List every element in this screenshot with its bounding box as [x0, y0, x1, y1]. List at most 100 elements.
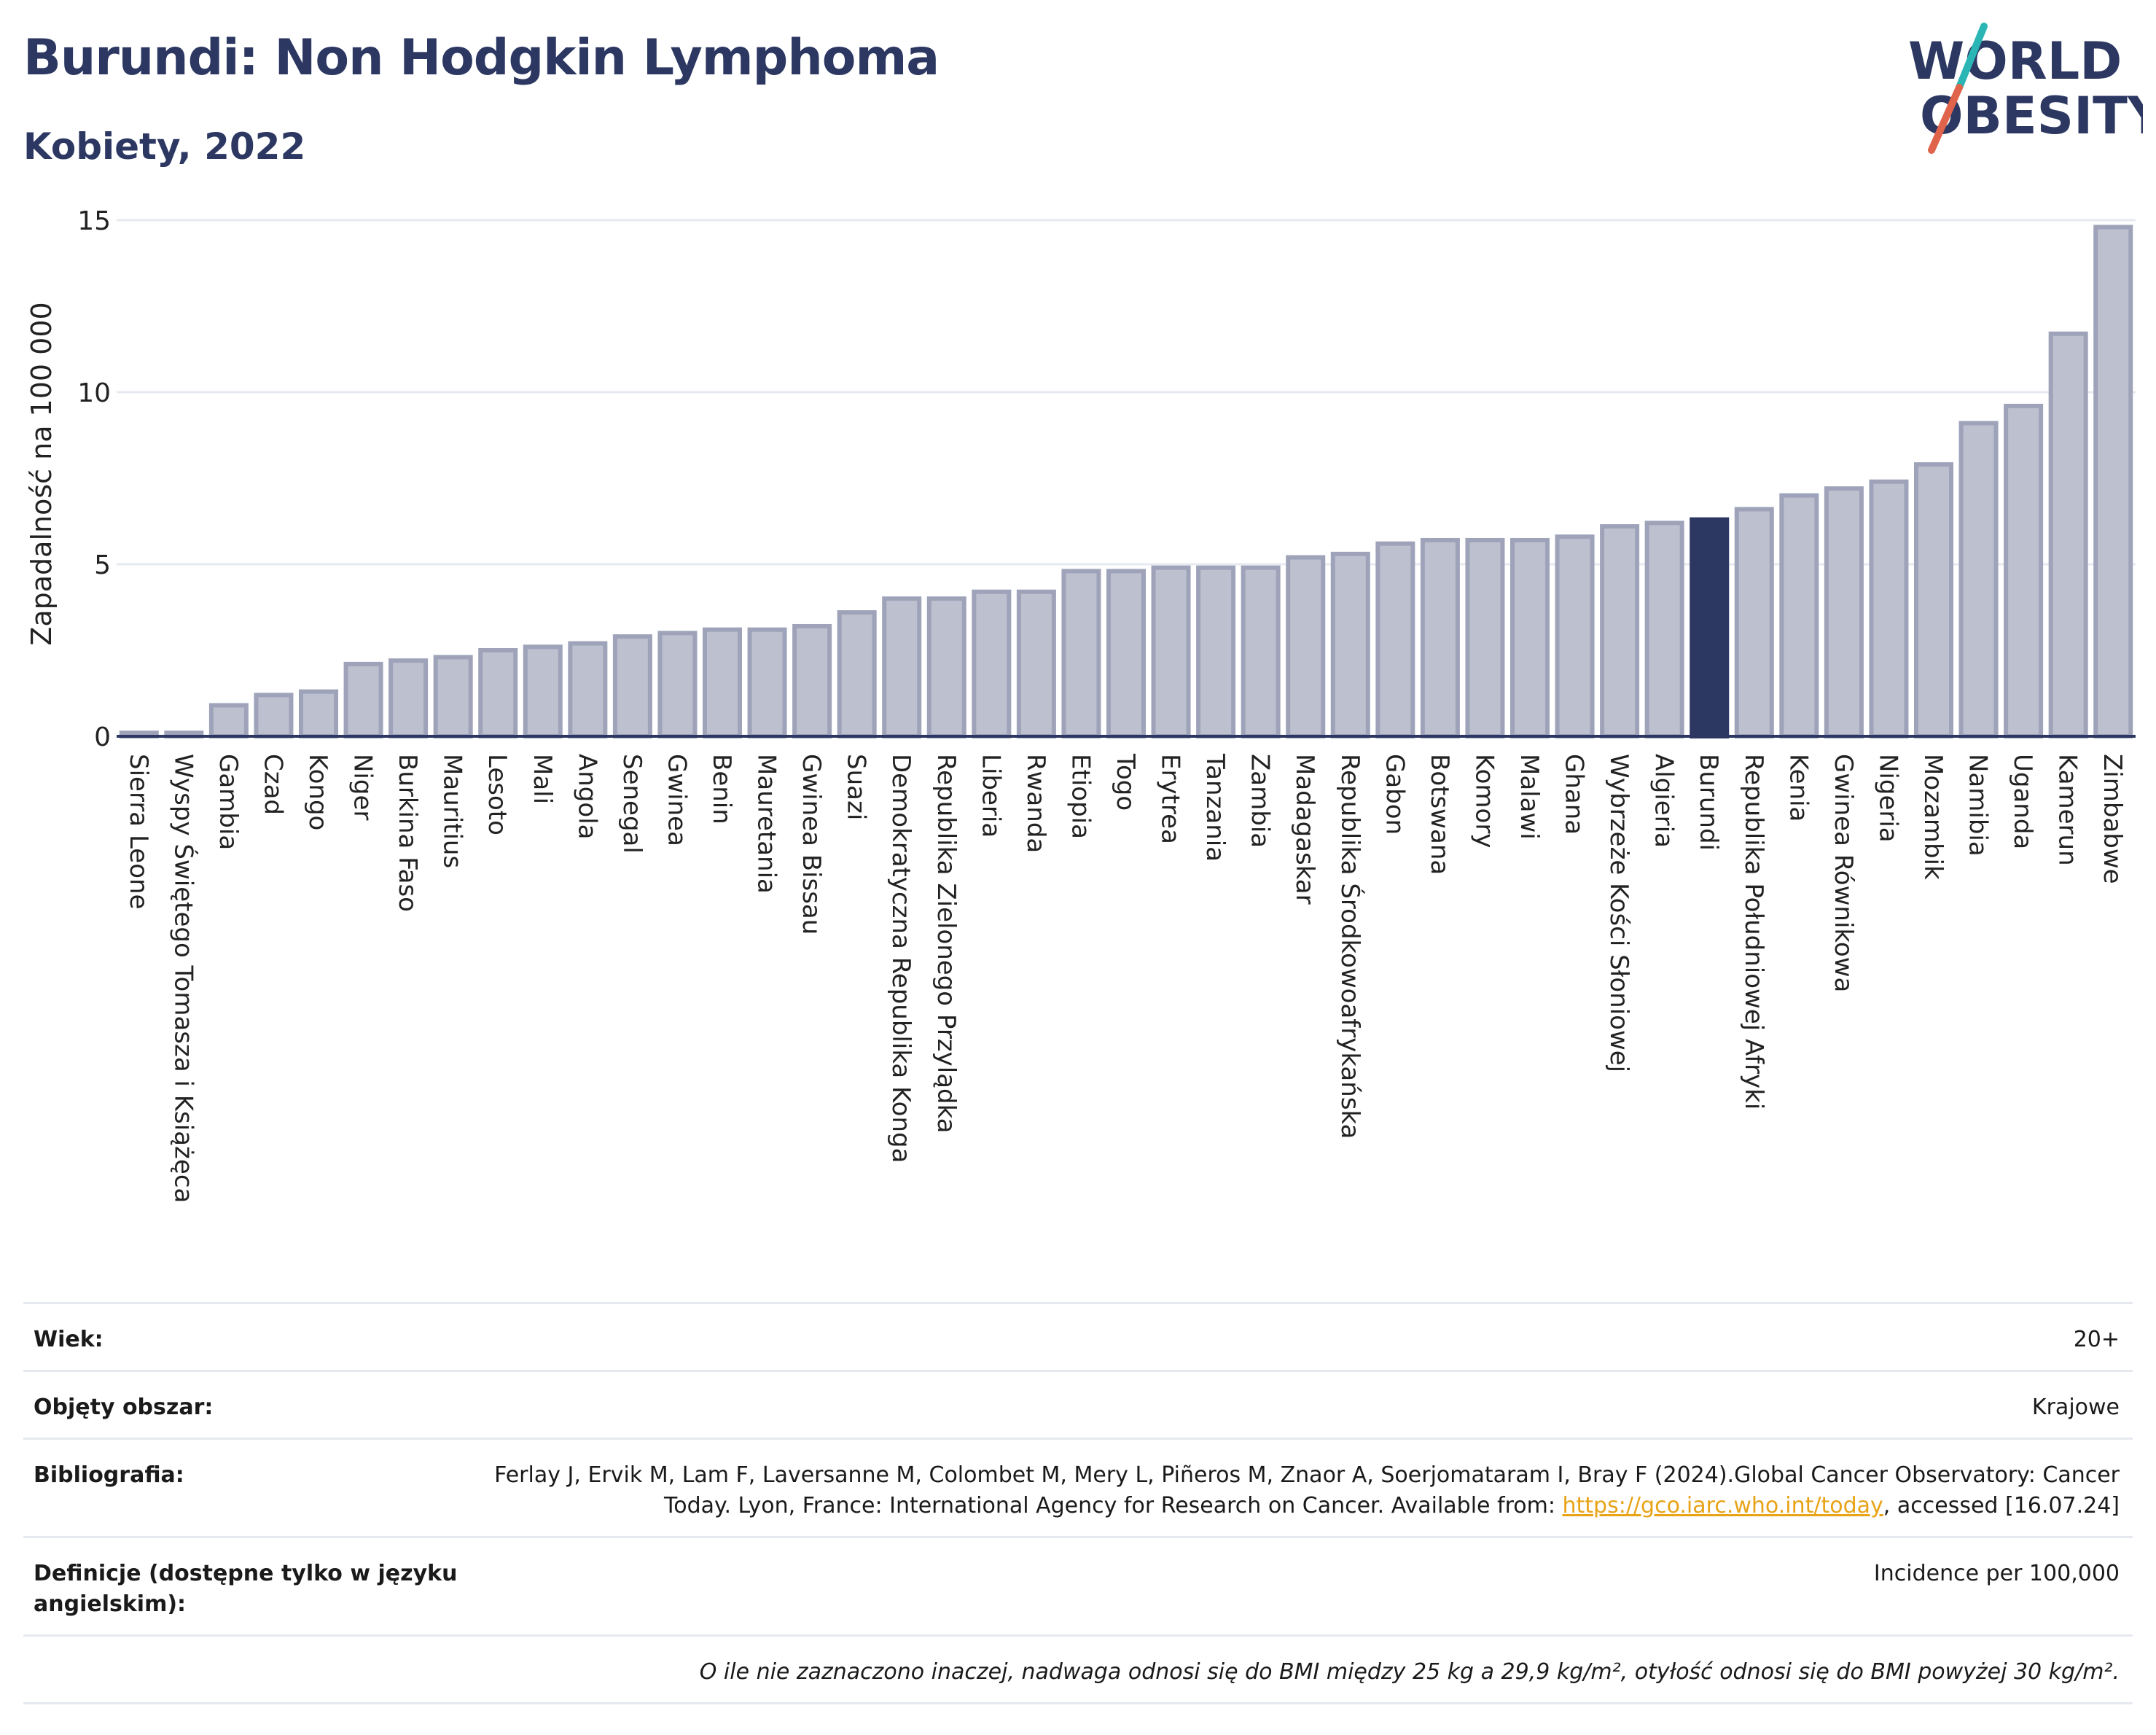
x-tick-label: Kongo	[303, 754, 332, 830]
bar-rwanda	[1016, 589, 1056, 739]
x-tick-label: Algieria	[1649, 754, 1679, 848]
bar-czad	[254, 693, 294, 738]
bar-gabon	[1375, 541, 1415, 738]
x-tick-label: Tanzania	[1200, 753, 1230, 862]
x-tick-label: Gambia	[214, 754, 243, 850]
info-row-age: Wiek: 20+	[23, 1302, 2133, 1371]
info-key-age: Wiek:	[23, 1302, 484, 1371]
info-note: O ile nie zaznaczono inaczej, nadwaga od…	[23, 1634, 2133, 1704]
x-tick-label: Erytrea	[1156, 754, 1185, 844]
x-tick-label: Demokratyczna Republika Konga	[886, 754, 915, 1163]
bar-republika-po-udniowej-afryki	[1734, 507, 1774, 738]
x-tick-label: Rwanda	[1021, 754, 1050, 853]
y-tick-label: 5	[94, 550, 111, 580]
info-key-definitions: Definicje (dostępne tylko w języku angie…	[23, 1536, 484, 1636]
bar-republika-zielonego-przyl-dka	[926, 596, 966, 739]
bar-gwinea	[657, 631, 698, 739]
info-row-area: Objęty obszar: Krajowe	[23, 1370, 2133, 1439]
x-tick-label: Angola	[572, 754, 601, 839]
bibliography-link[interactable]: https://gco.iarc.who.int/today	[1562, 1493, 1883, 1518]
x-tick-label: Madagaskar	[1290, 754, 1319, 905]
x-tick-label: Uganda	[2008, 754, 2037, 849]
bar-kamerun	[2048, 331, 2088, 738]
bar-niger	[343, 661, 383, 739]
x-tick-label: Sierra Leone	[124, 754, 153, 909]
x-tick-label: Wyspy Świętego Tomasza i Książęca	[168, 754, 198, 1203]
bar-mauritius	[433, 655, 473, 738]
bar-kenia	[1779, 493, 1819, 738]
x-tick-label: Togo	[1111, 753, 1140, 811]
x-tick-label: Gabon	[1380, 754, 1409, 835]
bar-benin	[702, 627, 743, 738]
x-tick-label: Kamerun	[2053, 754, 2082, 866]
bibliography-text: Ferlay J, Ervik M, Lam F, Laversanne M, …	[494, 1462, 2120, 1518]
bar-burkina-faso	[388, 658, 429, 738]
bar-algieria	[1644, 520, 1684, 738]
y-tick-label: 0	[94, 722, 111, 752]
info-value-area: Krajowe	[484, 1370, 2133, 1439]
bar-gwinea-r-wnikowa	[1824, 486, 1864, 738]
x-tick-label: Gwinea	[662, 754, 691, 846]
bar-etiopia	[1061, 569, 1101, 738]
x-tick-label: Republika Zielonego Przylądka	[931, 754, 961, 1134]
x-tick-label: Senegal	[617, 754, 647, 854]
bar-mali	[523, 644, 563, 739]
x-axis-labels: Sierra Leone Wyspy Świętego Tomasza i Ksi…	[124, 753, 2127, 1203]
x-tick-label: Suazi	[842, 754, 871, 820]
bar-kongo	[298, 689, 339, 739]
bibliography-accessed: , accessed [16.07.24]	[1883, 1493, 2120, 1518]
info-key-area: Objęty obszar:	[23, 1370, 484, 1439]
info-row-bibliography: Bibliografia: Ferlay J, Ervik M, Lam F, …	[23, 1438, 2133, 1537]
x-tick-label: Ghana	[1560, 754, 1589, 835]
bar-tanzania	[1196, 565, 1236, 738]
x-tick-label: Botswana	[1425, 754, 1454, 875]
x-tick-label: Namibia	[1964, 754, 1993, 857]
info-value-definitions: Incidence per 100,000	[484, 1536, 2133, 1636]
bar-wybrze-e-ko-ci-s-oniowej	[1600, 524, 1640, 739]
bar-botswana	[1420, 537, 1460, 739]
bar-zambia	[1241, 565, 1281, 738]
x-tick-label: Mauritius	[438, 754, 467, 868]
x-tick-label: Lesoto	[483, 754, 512, 835]
info-row-definitions: Definicje (dostępne tylko w języku angie…	[23, 1536, 2133, 1636]
bar-chart: 0 5 10 15 Sierra Leone Wyspy Świętego Tomasz…	[26, 206, 2136, 1203]
logo-slash-red	[1928, 84, 1963, 154]
bar-republika-rodkowoafryka-ska	[1330, 551, 1370, 739]
x-tick-label: Malawi	[1515, 754, 1544, 840]
bar-senegal	[612, 634, 652, 738]
info-value-bibliography: Ferlay J, Ervik M, Lam F, Laversanne M, …	[484, 1438, 2133, 1537]
info-row-note: O ile nie zaznaczono inaczej, nadwaga od…	[23, 1634, 2133, 1704]
bar-demokratyczna-republika-konga	[882, 596, 922, 739]
bar-komory	[1465, 537, 1505, 739]
x-tick-label: Benin	[707, 754, 736, 824]
x-tick-label: Zambia	[1246, 754, 1275, 848]
x-tick-label: Czad	[258, 754, 287, 815]
bar-mozambik	[1913, 462, 1954, 738]
chart-title: Burundi: Non Hodgkin Lymphoma	[23, 29, 940, 87]
logo-slash-teal	[1956, 23, 1988, 91]
bar-zimbabwe	[2093, 225, 2133, 738]
x-tick-label: Republika Południowej Afryki	[1739, 754, 1768, 1110]
x-tick-label: Etiopia	[1066, 754, 1095, 839]
bar-angola	[568, 641, 608, 738]
y-tick-label: 15	[77, 206, 111, 236]
chart-subtitle: Kobiety, 2022	[23, 125, 306, 168]
bar-madagaskar	[1286, 555, 1326, 738]
info-table: Wiek: 20+ Objęty obszar: Krajowe Bibliog…	[23, 1302, 2133, 1704]
x-tick-label: Liberia	[976, 754, 1005, 838]
world-obesity-logo: WORLD OBESITY	[1908, 23, 2143, 154]
bar-uganda	[2004, 403, 2044, 738]
bar-ghana	[1555, 534, 1595, 738]
bar-gambia	[208, 703, 249, 739]
x-tick-label: Gwinea Bissau	[797, 754, 826, 935]
bar-erytrea	[1151, 565, 1191, 738]
y-axis-ticks: 0 5 10 15	[77, 206, 111, 752]
logo-line1: WORLD	[1908, 31, 2122, 91]
x-tick-label: Republika Środkowoafrykańska	[1335, 754, 1365, 1139]
x-tick-label: Mozambik	[1918, 754, 1948, 880]
bar-liberia	[972, 589, 1012, 739]
bar-nigeria	[1869, 479, 1909, 738]
x-tick-label: Gwinea Równikowa	[1829, 754, 1858, 992]
info-key-bibliography: Bibliografia:	[23, 1438, 484, 1537]
x-tick-label: Zimbabwe	[2098, 754, 2127, 884]
